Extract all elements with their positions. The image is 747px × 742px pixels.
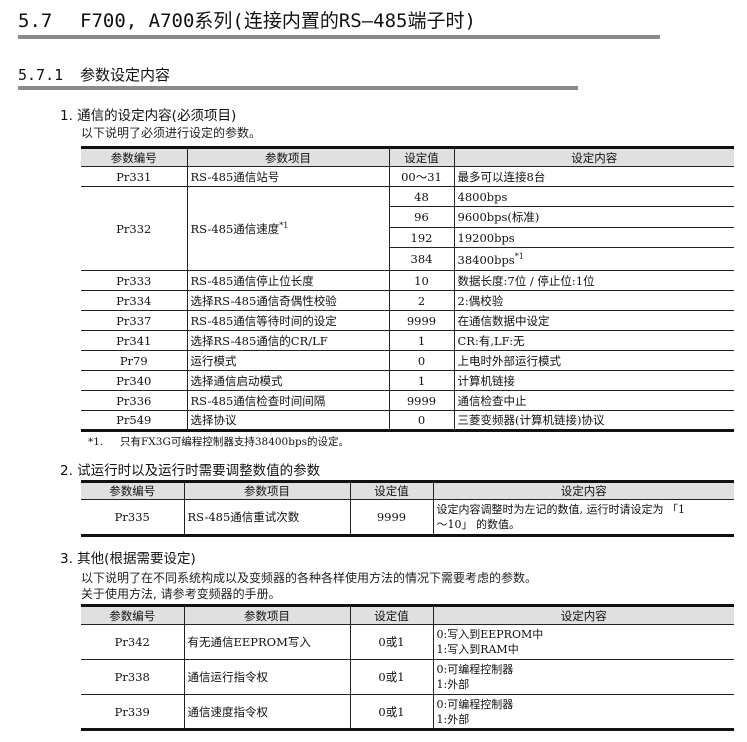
table-row: 384 38400bps*1	[81, 247, 734, 271]
title-rule	[18, 35, 660, 39]
table-row: Pr549 选择协议 0 三菱变频器(计算机链接)协议	[81, 410, 734, 431]
table-row: Pr337 RS-485通信等待时间的设定 9999 在通信数据中设定	[81, 310, 734, 331]
table-row: Pr333 RS-485通信停止位长度 10 数据长度:7位 / 停止位:1位	[81, 270, 734, 291]
header-cell: 参数编号	[81, 481, 185, 500]
section2-heading: 2. 试运行时以及运行时需要调整数值的参数	[60, 463, 321, 479]
table-row: Pr334 选择RS-485通信奇偶性校验 2 2:偶校验	[81, 290, 734, 311]
table-row: Pr339 通信速度指令权 0或1 0:可编程控制器 1:外部	[81, 694, 734, 730]
header-cell: 设定值	[388, 147, 455, 167]
header-cell: 设定值	[349, 605, 434, 625]
section1-desc: 以下说明了必须进行设定的参数。	[81, 126, 262, 140]
header-cell: 设定值	[349, 481, 434, 500]
table-row: Pr340 选择通信启动模式 1 计算机链接	[81, 370, 734, 391]
table-row: Pr336 RS-485通信检查时间间隔 9999 通信检查中止	[81, 390, 734, 411]
table-row: Pr341 选择RS-485通信的CR/LF 1 CR:有,LF:无	[81, 330, 734, 351]
header-cell: 参数编号	[81, 147, 188, 167]
footnote: *1. 只有FX3G可编程控制器支持38400bps的设定。	[88, 436, 350, 448]
header-cell: 参数项目	[183, 605, 351, 625]
header-cell: 设定内容	[432, 481, 734, 500]
subtitle-rule	[18, 86, 578, 90]
table-row: Pr335 RS-485通信重试次数 9999 设定内容调整时为左记的数值, 运行时请…	[81, 499, 734, 536]
table-row: Pr342 有无通信EEPROM写入 0或1 0:写入到EEPROM中 1:写入到RAM…	[81, 624, 734, 660]
header-cell: 参数编号	[81, 605, 185, 625]
required-params-table: 参数编号 参数项目 设定值 设定内容 Pr331 RS-485通信站号 00～31 最多可以…	[81, 146, 734, 432]
header-cell: 设定内容	[432, 605, 734, 625]
section3-desc1: 以下说明了在不同系统构成以及变频器的各种各样使用方法的情况下需要考虑的参数。	[81, 571, 538, 585]
table-row: Pr338 通信运行指令权 0或1 0:可编程控制器 1:外部	[81, 659, 734, 695]
runtime-params-table: 参数编号 参数项目 设定值 设定内容 Pr335 RS-485通信重试次数 9999 设定内…	[81, 480, 734, 537]
header-cell: 参数项目	[186, 147, 390, 167]
header-cell: 参数项目	[183, 481, 351, 500]
table-row: 96 9600bps(标准)	[81, 206, 734, 228]
section3-heading: 3. 其他(根据需要设定)	[60, 551, 196, 567]
table-row: Pr332 RS-485通信速度*1 48 4800bps	[81, 186, 734, 271]
table-row: Pr331 RS-485通信站号 00～31 最多可以连接8台	[81, 166, 734, 187]
optional-params-table: 参数编号 参数项目 设定值 设定内容 Pr342 有无通信EEPROM写入 0或1 0:写入…	[81, 604, 734, 731]
subsection-title: 5.7.1 参数设定内容	[18, 66, 171, 84]
section1-heading: 1. 通信的设定内容(必须项目)	[60, 108, 237, 124]
section3-desc2: 关于使用方法, 请参考变频器的手册。	[81, 587, 281, 601]
section-title: 5.7 F700, A700系列(连接内置的RS—485端子时)	[18, 10, 476, 32]
header-cell: 设定内容	[453, 147, 734, 167]
table-row: Pr79 运行模式 0 上电时外部运行模式	[81, 350, 734, 371]
